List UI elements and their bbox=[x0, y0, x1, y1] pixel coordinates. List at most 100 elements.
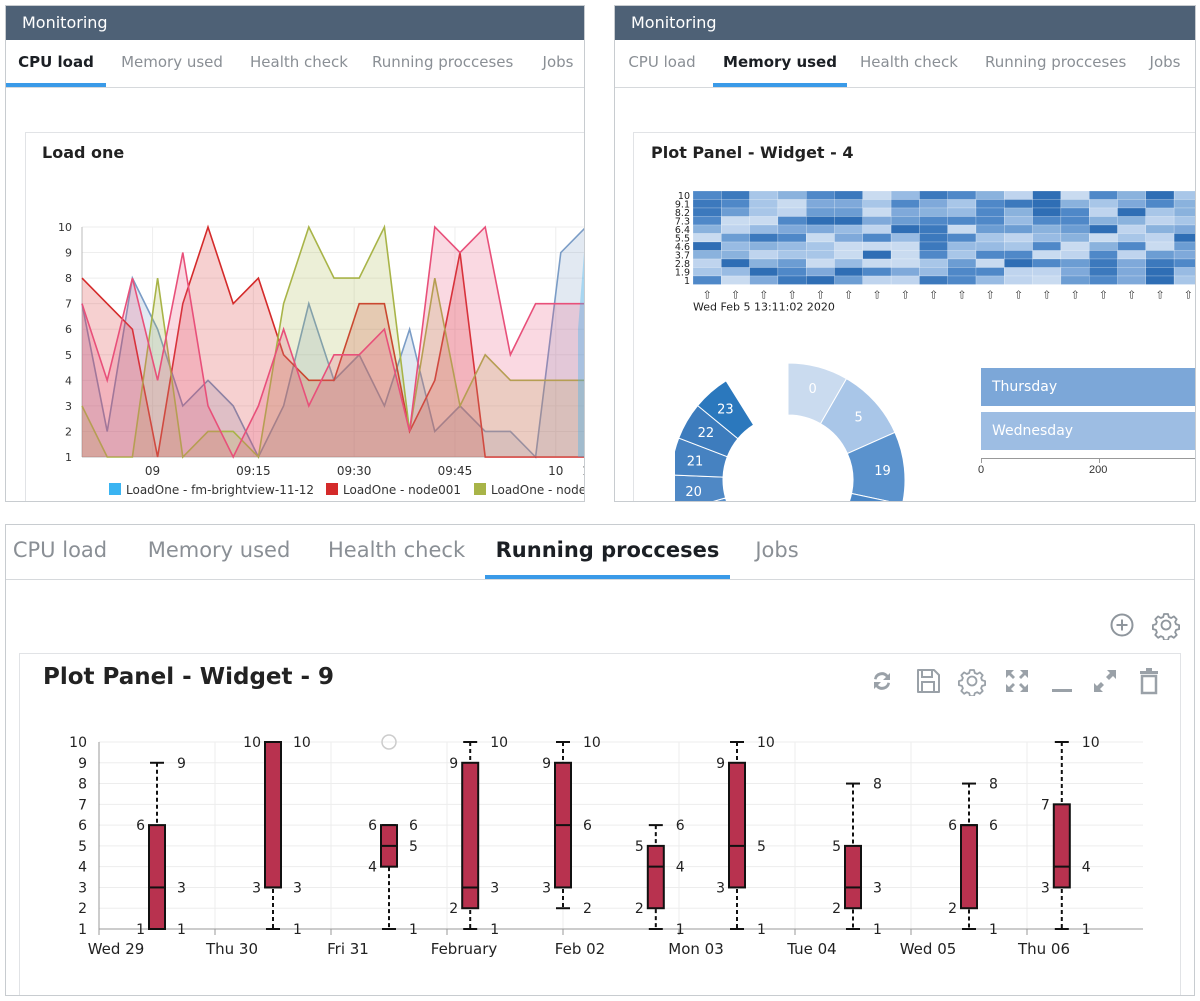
heatmap-cell bbox=[1060, 224, 1090, 234]
y-tick-label: 1 bbox=[65, 451, 72, 464]
heatmap-cell bbox=[919, 241, 948, 251]
settings-icon[interactable] bbox=[957, 666, 987, 698]
y-tick-label: 6 bbox=[65, 323, 72, 336]
heatmap-y-label: 8.2 bbox=[675, 208, 690, 219]
heatmap-cell bbox=[1089, 233, 1118, 243]
x-tick-label: 09:30 bbox=[337, 464, 372, 478]
heatmap-cell bbox=[692, 258, 722, 268]
tab-health-check[interactable]: Health check bbox=[250, 53, 348, 71]
tab-running-processes[interactable]: Running procceses bbox=[372, 53, 514, 71]
box-label-median: 6 bbox=[989, 818, 998, 834]
box-body bbox=[1052, 803, 1071, 889]
heatmap-cell bbox=[890, 224, 920, 234]
widget-title: Plot Panel - Widget - 9 bbox=[43, 664, 335, 690]
y-tick-label: 1 bbox=[78, 922, 87, 938]
heatmap-cell bbox=[777, 275, 807, 285]
heatmap-x-arrow: ⇧ bbox=[957, 289, 966, 302]
x-tick-label: 1 bbox=[582, 464, 585, 478]
refresh-icon[interactable] bbox=[867, 666, 897, 696]
heatmap-cell bbox=[947, 224, 977, 234]
heatmap-x-arrow: ⇧ bbox=[901, 289, 910, 302]
heatmap-cell bbox=[1032, 207, 1062, 217]
heatmap-x-arrow: ⇧ bbox=[1014, 289, 1023, 302]
heatmap-cell bbox=[862, 275, 892, 285]
box-label-q3: 10 bbox=[243, 735, 261, 751]
heatmap-cell bbox=[1004, 241, 1033, 251]
tab-running-processes[interactable]: Running procceses bbox=[485, 525, 730, 579]
heatmap-cell bbox=[1117, 233, 1146, 243]
heatmap-cell bbox=[1004, 224, 1033, 234]
heatmap-cell bbox=[862, 241, 892, 251]
minimize-icon[interactable] bbox=[1047, 666, 1077, 696]
box-label-min: 1 bbox=[989, 922, 998, 938]
bar-axis-label-200: 200 bbox=[1089, 464, 1108, 476]
heatmap-cell bbox=[805, 216, 835, 226]
tab-memory-used[interactable]: Memory used bbox=[147, 538, 291, 562]
heatmap-cell bbox=[947, 241, 977, 251]
heatmap-cell bbox=[1004, 258, 1033, 268]
heatmap-cell bbox=[834, 207, 863, 217]
heatmap-cell bbox=[721, 250, 750, 260]
heatmap-cell bbox=[1032, 224, 1062, 234]
y-tick-label: 8 bbox=[78, 777, 87, 793]
box-label-max: 10 bbox=[583, 735, 601, 751]
tab-running-processes[interactable]: Running procceses bbox=[985, 53, 1127, 71]
tab-memory-used[interactable]: Memory used bbox=[121, 53, 223, 71]
box-label-max: 10 bbox=[293, 735, 311, 751]
heatmap-cell bbox=[834, 275, 863, 285]
heatmap-cell bbox=[1173, 190, 1195, 200]
heatmap-cell bbox=[834, 224, 863, 234]
heatmap-cell bbox=[721, 241, 750, 251]
heatmap-cell bbox=[1117, 250, 1146, 260]
heatmap-cell bbox=[1004, 250, 1033, 260]
tab-cpu-load[interactable]: CPU load bbox=[6, 40, 106, 87]
heatmap-cell bbox=[749, 258, 779, 268]
monitoring-panel-memory: Monitoring CPU load Memory used Health c… bbox=[614, 5, 1196, 502]
box-label-q1: 3 bbox=[1041, 880, 1050, 896]
heatmap-cell bbox=[919, 258, 948, 268]
heatmap-cell bbox=[1004, 233, 1033, 243]
heatmap-y-label: 2.8 bbox=[675, 259, 690, 270]
heatmap-cell bbox=[890, 241, 920, 251]
donut-label: 21 bbox=[687, 455, 704, 470]
heatmap-cell bbox=[834, 267, 863, 277]
tab-cpu-load[interactable]: CPU load bbox=[628, 53, 696, 71]
legend-swatch-1 bbox=[326, 483, 338, 495]
add-icon[interactable] bbox=[1107, 610, 1137, 640]
box-label-min: 1 bbox=[676, 922, 685, 938]
heatmap-cell bbox=[692, 224, 722, 234]
box-label-min: 1 bbox=[409, 922, 418, 938]
expand-icon[interactable] bbox=[1090, 666, 1120, 696]
heatmap-cell bbox=[1032, 250, 1062, 260]
tab-cpu-load[interactable]: CPU load bbox=[12, 538, 108, 562]
heatmap-cell bbox=[947, 207, 977, 217]
tab-jobs[interactable]: Jobs bbox=[755, 538, 799, 562]
heatmap-cell bbox=[975, 241, 1005, 251]
heatmap-cell bbox=[1004, 267, 1033, 277]
fullscreen-icon[interactable] bbox=[1002, 666, 1032, 696]
heatmap-cell bbox=[749, 190, 779, 200]
tab-jobs[interactable]: Jobs bbox=[542, 53, 574, 71]
heatmap-cell bbox=[919, 216, 948, 226]
tab-health-check[interactable]: Health check bbox=[328, 538, 466, 562]
heatmap-cell bbox=[805, 207, 835, 217]
heatmap-cell bbox=[805, 275, 835, 285]
widget-9: Plot Panel - Widget - 9 bbox=[19, 653, 1181, 995]
tab-health-check[interactable]: Health check bbox=[860, 53, 958, 71]
save-icon[interactable] bbox=[913, 666, 943, 696]
box-label-max: 10 bbox=[1082, 735, 1100, 751]
tab-jobs[interactable]: Jobs bbox=[1149, 53, 1181, 71]
heatmap-cell bbox=[805, 250, 835, 260]
heatmap-cell bbox=[1089, 258, 1118, 268]
donut-label: 23 bbox=[717, 403, 734, 418]
heatmap-cell bbox=[862, 216, 892, 226]
heatmap-cell bbox=[777, 190, 807, 200]
delete-icon[interactable] bbox=[1134, 666, 1164, 696]
box-label-max: 6 bbox=[676, 818, 685, 834]
donut-slice bbox=[697, 380, 755, 440]
heatmap-cell bbox=[1145, 241, 1175, 251]
heatmap-cell bbox=[692, 216, 722, 226]
tab-memory-used[interactable]: Memory used bbox=[713, 40, 847, 87]
heatmap-cell bbox=[1060, 216, 1090, 226]
settings-icon[interactable] bbox=[1151, 610, 1181, 642]
